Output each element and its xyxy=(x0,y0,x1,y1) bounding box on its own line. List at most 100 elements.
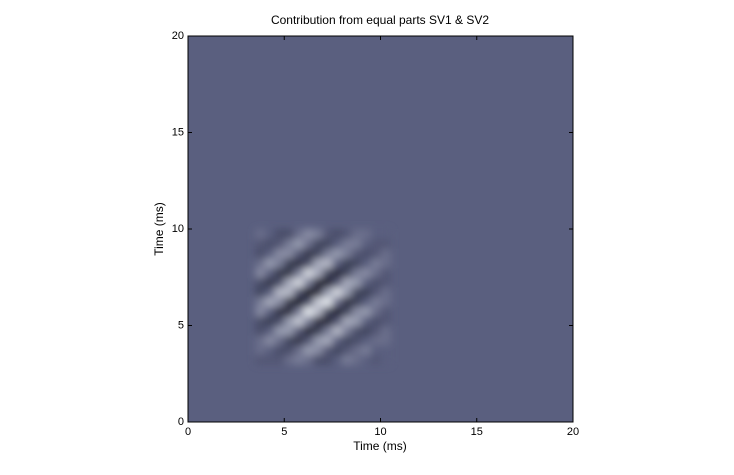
heatmap-cell xyxy=(284,267,295,278)
heatmap-cell xyxy=(380,238,391,249)
heatmap-cell xyxy=(255,229,266,240)
heatmap-cell xyxy=(370,354,382,365)
y-tick-label: 10 xyxy=(172,223,184,235)
heatmap-cell xyxy=(370,296,382,307)
heatmap-cell xyxy=(332,325,343,336)
heatmap-cell xyxy=(322,238,333,249)
y-tick-label: 5 xyxy=(178,319,184,331)
heatmap-cell xyxy=(284,344,295,356)
heatmap-cell xyxy=(313,344,324,356)
heatmap-cell xyxy=(313,335,324,346)
heatmap-cell xyxy=(265,229,276,240)
heatmap-cell xyxy=(265,325,276,336)
heatmap-cell xyxy=(255,257,266,269)
heatmap-cells xyxy=(255,229,391,365)
y-axis-label: Time (ms) xyxy=(152,202,166,256)
x-tick-label: 15 xyxy=(471,426,483,438)
heatmap-cell xyxy=(361,306,372,317)
heatmap-cell xyxy=(274,315,285,327)
heatmap-cell xyxy=(293,335,305,346)
heatmap-cell xyxy=(370,315,382,327)
heatmap-cell xyxy=(265,344,276,356)
heatmap-cell xyxy=(361,267,372,278)
heatmap-cell xyxy=(303,315,314,327)
heatmap-cell xyxy=(380,248,391,259)
heatmap-cell xyxy=(274,277,285,288)
heatmap-cell xyxy=(265,306,276,317)
heatmap-cell xyxy=(303,248,314,259)
heatmap-cell xyxy=(313,325,324,336)
heatmap-cell xyxy=(332,257,343,269)
heatmap-cell xyxy=(265,296,276,307)
heatmap-cell xyxy=(303,277,314,288)
heatmap-cell xyxy=(284,335,295,346)
heatmap-cell xyxy=(303,306,314,317)
heatmap-cell xyxy=(322,335,333,346)
heatmap-cell xyxy=(361,344,372,356)
heatmap-cell xyxy=(361,315,372,327)
heatmap-cell xyxy=(351,238,362,249)
heatmap-cell xyxy=(322,286,333,298)
heatmap-cell xyxy=(265,248,276,259)
heatmap-cell xyxy=(293,229,305,240)
heatmap-cell xyxy=(293,248,305,259)
heatmap-cell xyxy=(370,306,382,317)
heatmap-cell xyxy=(342,277,353,288)
heatmap-cell xyxy=(370,277,382,288)
heatmap-cell xyxy=(332,277,343,288)
heatmap-cell xyxy=(380,306,391,317)
heatmap-cell xyxy=(332,354,343,365)
heatmap-cell xyxy=(293,354,305,365)
heatmap-cell xyxy=(361,238,372,249)
heatmap-cell xyxy=(332,238,343,249)
heatmap-cell xyxy=(380,257,391,269)
heatmap-cell xyxy=(293,267,305,278)
heatmap-cell xyxy=(342,267,353,278)
heatmap-cell xyxy=(322,315,333,327)
heatmap-cell xyxy=(303,335,314,346)
heatmap-cell xyxy=(265,335,276,346)
heatmap-cell xyxy=(313,354,324,365)
heatmap-cell xyxy=(332,229,343,240)
heatmap-cell xyxy=(274,296,285,307)
heatmap-cell xyxy=(380,335,391,346)
heatmap-cell xyxy=(303,344,314,356)
heatmap-cell xyxy=(342,315,353,327)
heatmap-cell xyxy=(322,344,333,356)
chart-title: Contribution from equal parts SV1 & SV2 xyxy=(271,13,489,27)
heatmap-cell xyxy=(303,296,314,307)
heatmap-cell xyxy=(293,238,305,249)
heatmap-cell xyxy=(370,229,382,240)
heatmap-cell xyxy=(351,306,362,317)
heatmap-cell xyxy=(361,257,372,269)
heatmap-cell xyxy=(274,306,285,317)
heatmap-cell xyxy=(274,229,285,240)
heatmap-cell xyxy=(322,306,333,317)
heatmap-cell xyxy=(274,344,285,356)
heatmap-cell xyxy=(313,277,324,288)
heatmap-cell xyxy=(284,354,295,365)
heatmap-cell xyxy=(303,257,314,269)
heatmap-cell xyxy=(342,229,353,240)
heatmap-cell xyxy=(370,335,382,346)
heatmap-cell xyxy=(342,248,353,259)
heatmap-cell xyxy=(332,248,343,259)
heatmap-cell xyxy=(293,286,305,298)
heatmap-cell xyxy=(265,315,276,327)
heatmap-cell xyxy=(293,315,305,327)
heatmap-cell xyxy=(265,354,276,365)
heatmap-cell xyxy=(265,277,276,288)
heatmap-cell xyxy=(265,267,276,278)
heatmap-cell xyxy=(293,277,305,288)
heatmap-cell xyxy=(370,267,382,278)
heatmap-cell xyxy=(265,286,276,298)
heatmap-cell xyxy=(322,229,333,240)
heatmap-cell xyxy=(380,344,391,356)
heatmap-cell xyxy=(255,344,266,356)
heatmap-cell xyxy=(303,229,314,240)
heatmap-cell xyxy=(255,296,266,307)
heatmap-cell xyxy=(293,344,305,356)
heatmap-cell xyxy=(274,286,285,298)
heatmap-cell xyxy=(332,335,343,346)
